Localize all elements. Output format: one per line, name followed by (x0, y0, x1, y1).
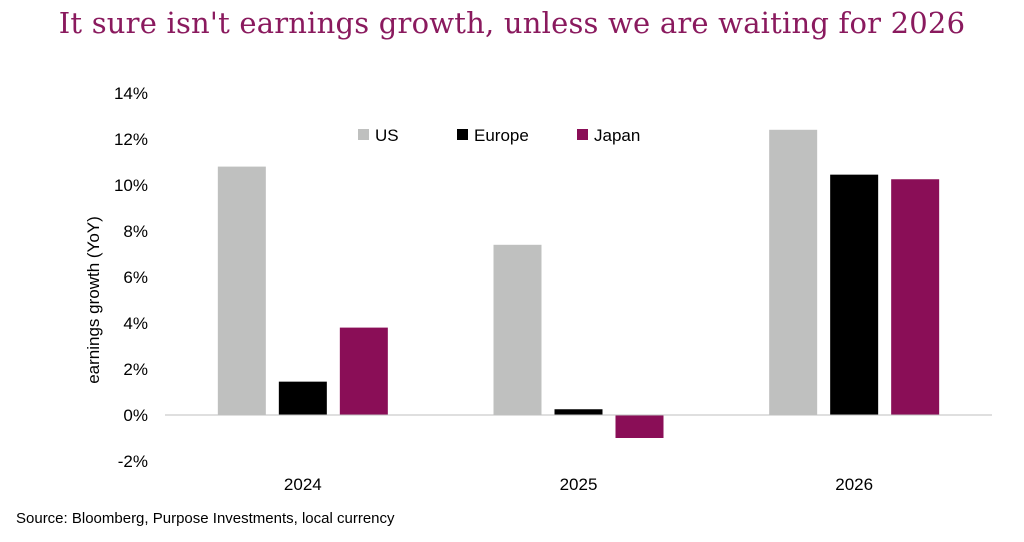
bar-europe-2025 (554, 409, 603, 415)
y-tick-label: 12% (114, 130, 148, 149)
y-tick-label: 2% (123, 360, 148, 379)
y-tick-label: 0% (123, 406, 148, 425)
bar-us-2026 (769, 129, 818, 416)
legend-swatch-europe (457, 129, 468, 140)
y-axis-label: earnings growth (YoY) (84, 216, 103, 384)
legend-label-japan: Japan (594, 126, 640, 145)
source-note: Source: Bloomberg, Purpose Investments, … (16, 510, 395, 527)
legend-label-us: US (375, 126, 399, 145)
y-tick-label: 14% (114, 84, 148, 103)
x-tick-label: 2024 (284, 475, 322, 494)
x-axis-ticks: 2024 2025 2026 (284, 475, 873, 494)
legend-label-europe: Europe (474, 126, 529, 145)
x-tick-label: 2025 (560, 475, 598, 494)
legend: US Europe Japan (358, 126, 640, 145)
y-axis-ticks: -2% 0% 2% 4% 6% 8% 10% 12% 14% (114, 84, 148, 471)
bar-japan-2025 (615, 415, 664, 438)
x-tick-label: 2026 (835, 475, 873, 494)
bars (217, 129, 940, 438)
y-tick-label: 4% (123, 314, 148, 333)
y-tick-label: -2% (118, 452, 148, 471)
y-tick-label: 10% (114, 176, 148, 195)
bar-japan-2026 (891, 179, 940, 415)
legend-swatch-us (358, 129, 369, 140)
bar-europe-2024 (278, 381, 327, 415)
y-tick-label: 6% (123, 268, 148, 287)
bar-us-2024 (217, 166, 266, 415)
chart-title: It sure isn't earnings growth, unless we… (58, 6, 966, 40)
bar-japan-2024 (339, 327, 388, 415)
bar-us-2025 (493, 244, 542, 415)
legend-swatch-japan (577, 129, 588, 140)
bar-europe-2026 (830, 174, 879, 415)
y-tick-label: 8% (123, 222, 148, 241)
